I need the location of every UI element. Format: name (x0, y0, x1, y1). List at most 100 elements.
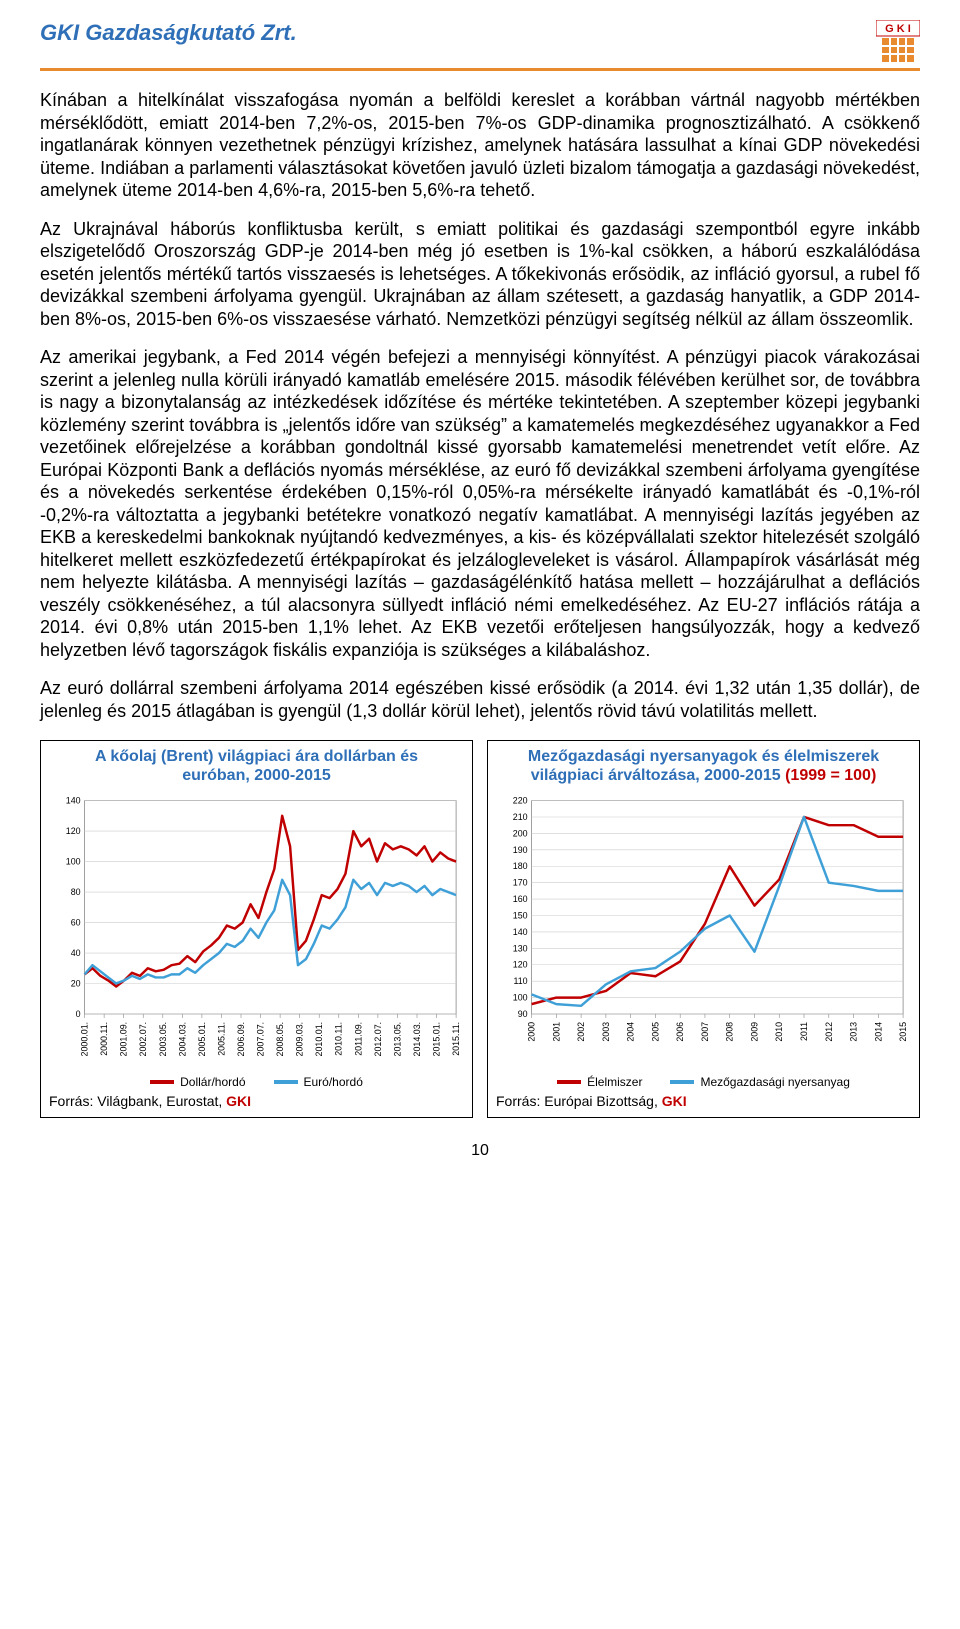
svg-text:0: 0 (76, 1009, 81, 1019)
svg-text:60: 60 (71, 918, 81, 928)
agri-chart-title: Mezőgazdasági nyersanyagok és élelmiszer… (496, 747, 911, 785)
oil-title-line1: A kőolaj (Brent) világpiaci ára dollárba… (95, 748, 418, 765)
header-title: GKI Gazdaságkutató Zrt. (40, 20, 297, 46)
svg-text:2015.01.: 2015.01. (432, 1022, 442, 1057)
svg-text:2005.01.: 2005.01. (197, 1022, 207, 1057)
svg-text:2003: 2003 (601, 1022, 611, 1042)
gki-logo-icon: G K I (876, 20, 920, 64)
svg-text:2015: 2015 (898, 1022, 908, 1042)
agri-chart-svg: 90 100 110 120 130 140 150 160 170 180 190 200 210 22… (496, 791, 911, 1071)
svg-text:2001.09.: 2001.09. (119, 1022, 129, 1057)
svg-text:2005.11.: 2005.11. (216, 1022, 226, 1056)
oil-chart-svg: 0 20 40 60 80 100 120 140 2000.01. 2000.11. 2001.0… (49, 791, 464, 1071)
svg-text:2003.05.: 2003.05. (158, 1022, 168, 1057)
svg-text:2006: 2006 (675, 1022, 685, 1042)
svg-text:100: 100 (513, 993, 528, 1003)
legend-item-raw: Mezőgazdasági nyersanyag (670, 1075, 849, 1089)
svg-text:2013.05.: 2013.05. (392, 1022, 402, 1057)
svg-text:2000: 2000 (527, 1022, 537, 1042)
svg-text:2007.07.: 2007.07. (256, 1022, 266, 1057)
page-header: GKI Gazdaságkutató Zrt. G K I (40, 20, 920, 64)
svg-text:150: 150 (513, 911, 528, 921)
svg-text:G K I: G K I (885, 23, 911, 35)
agri-chart-box: Mezőgazdasági nyersanyagok és élelmiszer… (487, 740, 920, 1118)
svg-text:2004: 2004 (626, 1022, 636, 1042)
source-prefix: Forrás: Világbank, Eurostat, (49, 1093, 226, 1109)
svg-text:2014: 2014 (873, 1022, 883, 1042)
svg-text:2008.05.: 2008.05. (275, 1022, 285, 1057)
oil-chart-box: A kőolaj (Brent) világpiaci ára dollárba… (40, 740, 473, 1118)
svg-text:2009: 2009 (749, 1022, 759, 1042)
svg-text:2000.01.: 2000.01. (80, 1022, 90, 1057)
source-gki: GKI (662, 1093, 687, 1109)
svg-text:2013: 2013 (849, 1022, 859, 1042)
svg-text:140: 140 (66, 796, 81, 806)
legend-item-dollar: Dollár/hordó (150, 1075, 245, 1089)
svg-text:20: 20 (71, 979, 81, 989)
page-number: 10 (40, 1142, 920, 1160)
paragraph-2: Az Ukrajnával háborús konfliktusba kerül… (40, 218, 920, 331)
divider (40, 68, 920, 71)
svg-text:2011: 2011 (799, 1022, 809, 1041)
svg-text:2012: 2012 (824, 1022, 834, 1042)
svg-text:2009.03.: 2009.03. (295, 1022, 305, 1057)
legend-item-euro: Euró/hordó (274, 1075, 363, 1089)
svg-text:40: 40 (71, 948, 81, 958)
svg-text:2000.11.: 2000.11. (99, 1022, 109, 1056)
svg-text:220: 220 (513, 796, 528, 806)
svg-text:2005: 2005 (650, 1022, 660, 1042)
source-prefix: Forrás: Európai Bizottság, (496, 1093, 662, 1109)
svg-text:170: 170 (513, 878, 528, 888)
svg-text:200: 200 (513, 829, 528, 839)
svg-text:130: 130 (513, 944, 528, 954)
svg-text:120: 120 (513, 960, 528, 970)
svg-text:2004.03.: 2004.03. (177, 1022, 187, 1057)
agri-title-line2b: (1999 = 100) (785, 767, 876, 784)
legend-swatch (274, 1080, 298, 1084)
svg-text:190: 190 (513, 845, 528, 855)
oil-title-line2: euróban, 2000-2015 (182, 767, 331, 784)
svg-text:2007: 2007 (700, 1022, 710, 1042)
svg-text:2014.03.: 2014.03. (412, 1022, 422, 1057)
svg-text:2006.09.: 2006.09. (236, 1022, 246, 1057)
svg-text:160: 160 (513, 894, 528, 904)
legend-label-raw: Mezőgazdasági nyersanyag (700, 1075, 849, 1089)
legend-label-food: Élelmiszer (587, 1075, 642, 1089)
source-gki: GKI (226, 1093, 251, 1109)
legend-swatch (150, 1080, 174, 1084)
charts-row: A kőolaj (Brent) világpiaci ára dollárba… (40, 740, 920, 1118)
svg-text:180: 180 (513, 862, 528, 872)
svg-text:100: 100 (66, 857, 81, 867)
paragraph-1: Kínában a hitelkínálat visszafogása nyom… (40, 89, 920, 202)
svg-text:210: 210 (513, 812, 528, 822)
paragraph-4: Az euró dollárral szembeni árfolyama 201… (40, 677, 920, 722)
legend-item-food: Élelmiszer (557, 1075, 642, 1089)
agri-title-line2a: világpiaci árváltozása, 2000-2015 (531, 767, 785, 784)
svg-text:110: 110 (513, 977, 527, 987)
svg-text:2010.01.: 2010.01. (314, 1022, 324, 1057)
svg-text:2010: 2010 (774, 1022, 784, 1042)
svg-text:140: 140 (513, 927, 528, 937)
oil-chart-title: A kőolaj (Brent) világpiaci ára dollárba… (49, 747, 464, 785)
svg-text:2012.07.: 2012.07. (373, 1022, 383, 1057)
agri-source: Forrás: Európai Bizottság, GKI (496, 1093, 911, 1109)
legend-label-dollar: Dollár/hordó (180, 1075, 245, 1089)
svg-text:2002.07.: 2002.07. (138, 1022, 148, 1057)
oil-legend: Dollár/hordó Euró/hordó (49, 1075, 464, 1089)
svg-text:80: 80 (71, 887, 81, 897)
svg-text:2011.09.: 2011.09. (353, 1022, 363, 1056)
agri-legend: Élelmiszer Mezőgazdasági nyersanyag (496, 1075, 911, 1089)
legend-label-euro: Euró/hordó (304, 1075, 363, 1089)
paragraph-3: Az amerikai jegybank, a Fed 2014 végén b… (40, 346, 920, 661)
legend-swatch (670, 1080, 694, 1084)
svg-text:90: 90 (518, 1009, 528, 1019)
svg-text:120: 120 (66, 826, 81, 836)
legend-swatch (557, 1080, 581, 1084)
svg-text:2008: 2008 (725, 1022, 735, 1042)
agri-title-line1: Mezőgazdasági nyersanyagok és élelmiszer… (528, 748, 879, 765)
oil-source: Forrás: Világbank, Eurostat, GKI (49, 1093, 464, 1109)
svg-text:2015.11.: 2015.11. (451, 1022, 461, 1056)
svg-text:2001: 2001 (551, 1022, 561, 1042)
svg-text:2010.11.: 2010.11. (334, 1022, 344, 1056)
svg-text:2002: 2002 (576, 1022, 586, 1042)
